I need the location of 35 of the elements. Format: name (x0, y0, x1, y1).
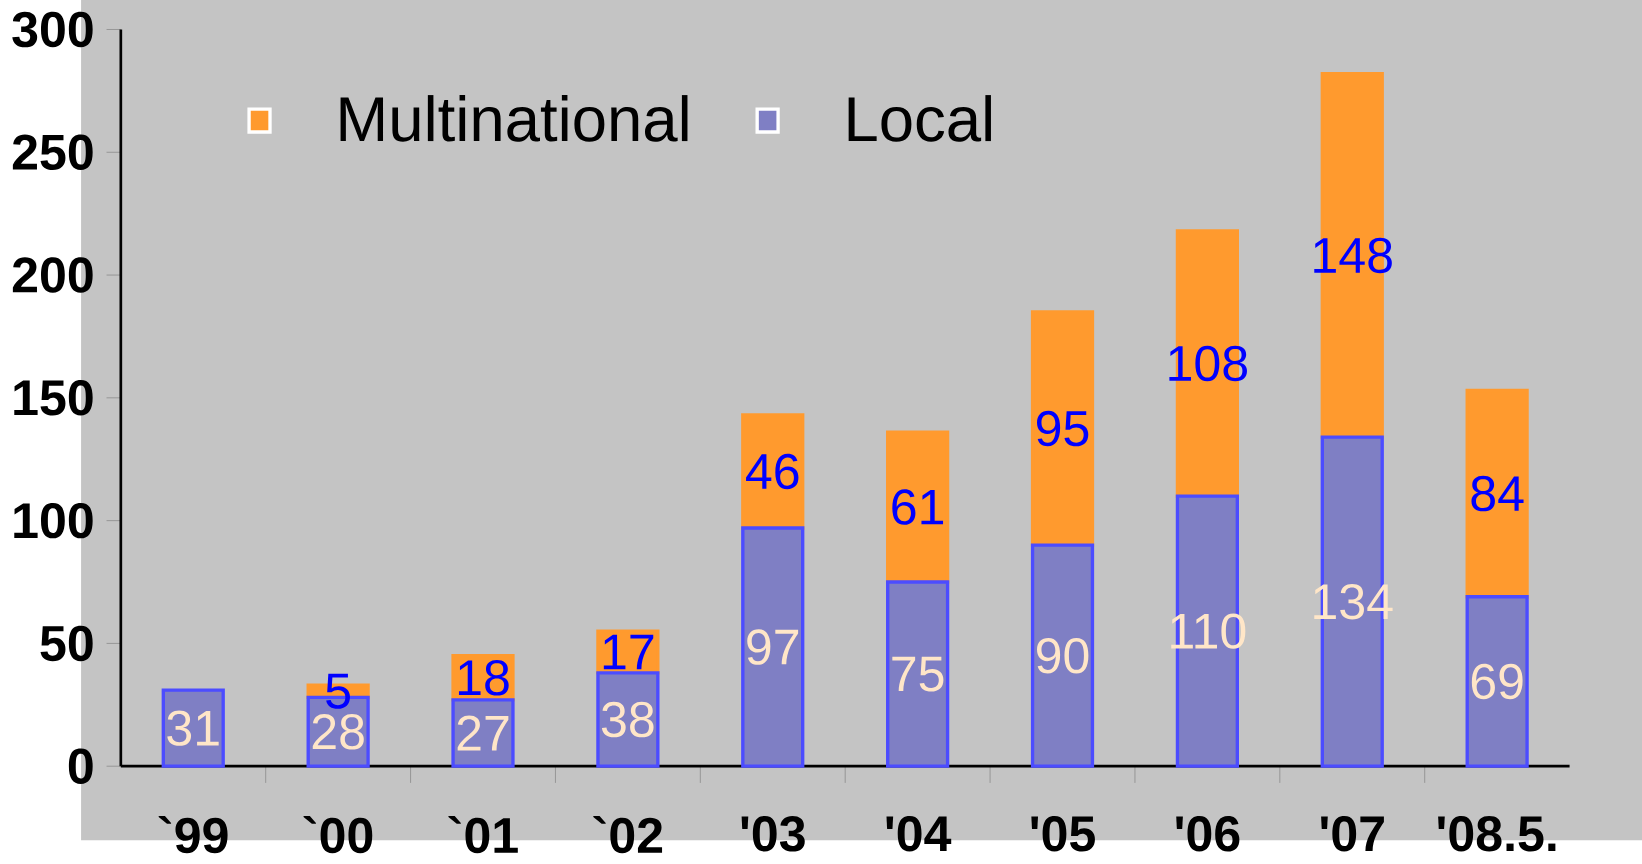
data-label: 31 (167, 710, 219, 746)
legend-label: Multinational (340, 94, 688, 142)
y-tick-label: 50 (40, 625, 93, 661)
x-tick-label: `02 (593, 815, 663, 854)
data-label: 61 (892, 489, 944, 525)
y-tick-label: 0 (68, 748, 93, 784)
data-label: 134 (1314, 583, 1393, 620)
data-label: 17 (603, 634, 654, 670)
data-label: 95 (1037, 410, 1089, 447)
y-tick-label: 100 (14, 502, 93, 539)
x-tick-label: '08.5. (1438, 815, 1556, 852)
data-label: 46 (746, 453, 799, 490)
data-label: 90 (1037, 637, 1089, 674)
x-tick-label: '04 (886, 815, 952, 852)
x-tick-label: '05 (1031, 815, 1095, 852)
data-label: 28 (312, 713, 364, 750)
x-tick-label: `00 (303, 815, 373, 854)
data-label: 75 (892, 656, 944, 692)
y-tick-label: 150 (14, 379, 93, 416)
data-label: 38 (601, 701, 654, 738)
y-tick-label: 250 (12, 134, 93, 170)
data-label: 18 (458, 659, 509, 696)
y-tick-label: 300 (12, 11, 93, 48)
x-tick-label: '07 (1321, 815, 1384, 852)
y-tick-label: 200 (12, 257, 93, 293)
x-tick-label: `99 (158, 815, 228, 854)
data-label: 69 (1471, 663, 1523, 699)
x-tick-label: '06 (1176, 815, 1240, 852)
x-tick-label: `01 (448, 815, 518, 854)
data-label: 110 (1171, 613, 1246, 649)
legend-label: Local (848, 94, 991, 142)
data-label: 97 (747, 629, 799, 665)
data-label: 84 (1471, 475, 1524, 512)
data-label: 27 (457, 715, 509, 751)
x-tick-label: '03 (741, 815, 805, 852)
